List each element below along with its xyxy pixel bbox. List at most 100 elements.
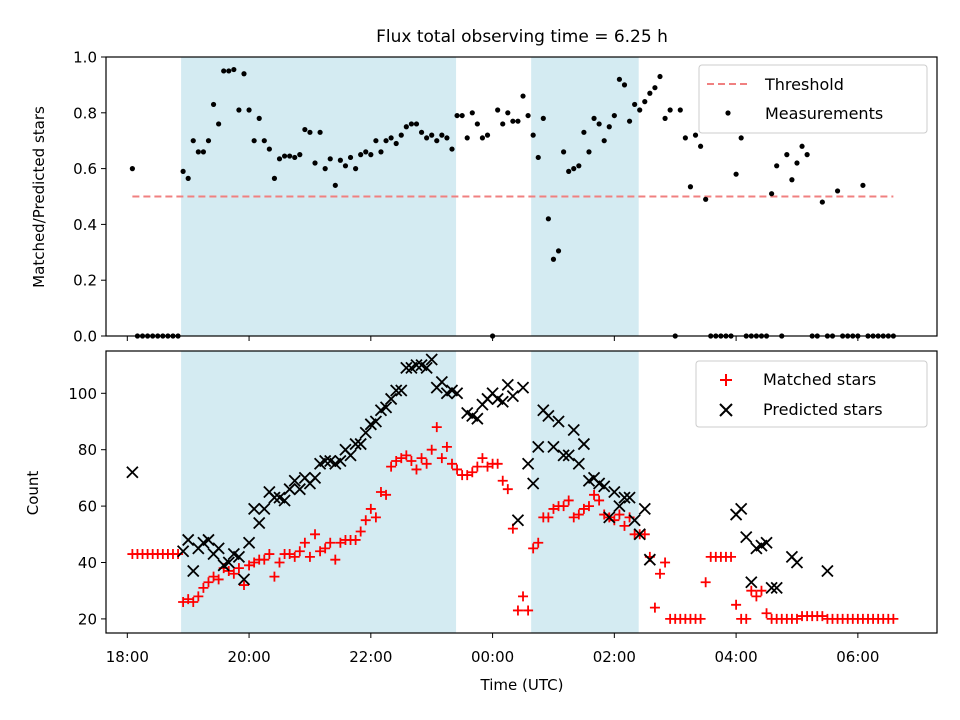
measurement-point <box>505 110 511 116</box>
y-tick-label: 60 <box>78 498 97 516</box>
matched-star-point <box>193 591 204 602</box>
x-tick-label: 00:00 <box>471 648 514 666</box>
matched-star-point <box>467 467 478 478</box>
measurement-point <box>337 157 343 163</box>
matched-star-point <box>431 422 442 433</box>
measurement-point <box>398 132 404 138</box>
matched-star-point <box>477 453 488 464</box>
matched-star-point <box>751 591 762 602</box>
measurement-point <box>550 256 557 262</box>
measurement-point <box>210 101 217 108</box>
matched-star-point <box>188 596 199 607</box>
matched-star-point <box>502 484 513 495</box>
measurement-point <box>195 149 201 155</box>
top-panel-ratio: 0.0 0.2 0.4 0.6 0.8 1.0 Flux total observing … <box>30 27 938 346</box>
matched-star-point <box>381 489 392 500</box>
predicted-star-point <box>293 483 306 496</box>
matched-star-point <box>533 537 544 548</box>
matched-star-point <box>512 605 523 616</box>
measurement-point <box>576 163 582 169</box>
matched-star-point <box>249 557 260 568</box>
predicted-star-point <box>770 581 783 595</box>
predicted-star-point <box>253 516 266 530</box>
measurement-point <box>738 135 744 141</box>
matched-star-point <box>416 453 427 464</box>
predicted-star-point <box>288 474 301 487</box>
measurement-point <box>378 149 384 155</box>
plot-frame <box>105 56 938 337</box>
matched-star-point <box>452 464 463 475</box>
measurement-point <box>185 175 191 181</box>
y-tick-label: 100 <box>68 385 97 403</box>
y-axis-ticks: 0.0 0.2 0.4 0.6 0.8 1.0 <box>73 49 106 346</box>
measurement-point <box>571 166 577 172</box>
measurement-point <box>429 132 435 138</box>
x-tick-label: 04:00 <box>714 648 757 666</box>
predicted-star-point <box>765 581 778 595</box>
matched-star-point <box>548 503 559 514</box>
legend-frame <box>695 360 928 428</box>
predicted-star-point <box>745 576 758 589</box>
predicted-star-point <box>182 533 195 547</box>
measurement-point <box>606 124 612 130</box>
measurement-point <box>860 182 866 188</box>
measurement-point <box>540 115 546 121</box>
measurement-point <box>479 135 486 141</box>
predicted-star-point <box>567 423 580 437</box>
bottom-panel-count: 20 40 60 80 100 18:00 20:00 22:00 00:00 02:00 04:… <box>24 350 938 694</box>
measurement-point <box>302 126 308 133</box>
matched-star-point <box>482 461 493 472</box>
measurement-point <box>535 154 541 161</box>
predicted-star-point <box>735 502 748 516</box>
matched-star-point <box>695 613 706 624</box>
matched-star-point <box>446 458 457 469</box>
x-tick-label: 06:00 <box>836 648 879 666</box>
matched-star-point <box>330 554 341 565</box>
matched-star-point <box>472 461 483 472</box>
legend-label: Measurements <box>765 104 883 123</box>
predicted-star-point <box>349 437 362 451</box>
y-tick-label: 80 <box>78 441 97 459</box>
plot-frame <box>105 350 938 634</box>
measurement-point <box>413 121 420 127</box>
measurement-point <box>231 66 237 73</box>
x-tick-label: 02:00 <box>593 648 636 666</box>
measurement-point <box>784 152 790 158</box>
measurement-point <box>774 163 780 169</box>
matched-star-point <box>370 512 381 523</box>
measurement-point <box>652 85 658 91</box>
measurement-point <box>327 156 333 162</box>
predicted-star-point <box>603 511 616 524</box>
predicted-star-point <box>319 454 332 468</box>
matched-star-point <box>462 470 473 481</box>
measurement-point <box>647 90 653 96</box>
measurement-point <box>297 152 303 158</box>
matched-star-point <box>269 571 280 582</box>
predicted-star-point <box>395 384 408 397</box>
x-tick-label: 20:00 <box>227 648 270 666</box>
measurement-point <box>616 76 623 82</box>
predicted-star-point <box>547 440 560 454</box>
measurement-point <box>312 160 318 166</box>
measurement-point <box>626 118 633 124</box>
predicted-star-point <box>187 564 200 578</box>
x-tick-label: 22:00 <box>349 648 392 666</box>
measurement-point <box>449 146 455 152</box>
predicted-star-point <box>232 550 246 563</box>
matched-star-point <box>304 551 315 562</box>
matched-star-point <box>360 515 371 526</box>
measurement-point <box>733 171 739 177</box>
matched-star-point <box>746 585 757 596</box>
predicted-star-point <box>308 471 322 485</box>
predicted-star-point <box>638 502 651 516</box>
measurement-point <box>601 138 607 144</box>
matched-star-point <box>731 599 742 610</box>
predicted-star-point <box>608 485 621 499</box>
measurement-point <box>287 153 293 159</box>
predicted-star-point <box>410 358 423 372</box>
measurement-point <box>834 188 841 194</box>
measurement-point <box>500 121 506 127</box>
matched-star-point <box>264 549 275 560</box>
predicted-star-point <box>501 378 514 391</box>
measurement-point <box>251 138 257 144</box>
